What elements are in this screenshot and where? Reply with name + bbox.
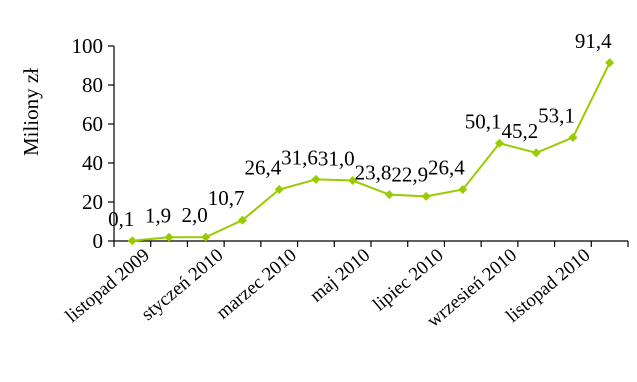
y-tick-label: 80 bbox=[82, 73, 103, 97]
data-point bbox=[164, 232, 174, 242]
data-label: 0,1 bbox=[108, 207, 134, 231]
y-tick-label: 20 bbox=[82, 190, 103, 214]
data-label: 53,1 bbox=[538, 103, 575, 127]
data-labels: 0,1 1,9 2,010,726,4 31,6 31,023,8 22,9 26,450,… bbox=[108, 29, 612, 231]
data-label: 26,4 bbox=[428, 156, 465, 180]
y-tick-label: 0 bbox=[93, 229, 104, 253]
data-label: 2,0 bbox=[182, 203, 208, 227]
data-label: 31,0 bbox=[318, 147, 355, 171]
data-label: 22,9 bbox=[391, 162, 428, 186]
data-label: 91,4 bbox=[575, 29, 612, 53]
y-axis-label: Miliony zł bbox=[19, 68, 43, 156]
y-axis: 0 20 40 60 80 100 bbox=[72, 34, 115, 253]
data-point bbox=[274, 185, 284, 195]
x-tick-label: maj 2010 bbox=[306, 245, 374, 307]
data-point bbox=[531, 148, 541, 158]
data-point bbox=[458, 185, 468, 195]
y-tick-label: 60 bbox=[82, 112, 103, 136]
data-label: 50,1 bbox=[465, 109, 502, 133]
data-label: 26,4 bbox=[244, 156, 281, 180]
data-point bbox=[127, 236, 137, 246]
series-line bbox=[132, 62, 611, 242]
data-point bbox=[421, 191, 431, 201]
data-label: 45,2 bbox=[501, 119, 538, 143]
data-point bbox=[495, 138, 504, 148]
data-label: 23,8 bbox=[355, 161, 392, 185]
data-point bbox=[238, 215, 247, 225]
y-tick-label: 40 bbox=[82, 151, 103, 175]
data-point bbox=[568, 132, 578, 142]
y-tick-label: 100 bbox=[72, 34, 104, 58]
data-label: 31,6 bbox=[281, 145, 318, 169]
data-point bbox=[201, 232, 211, 242]
data-point bbox=[605, 58, 615, 68]
data-point bbox=[311, 174, 321, 184]
data-label: 10,7 bbox=[208, 186, 245, 210]
x-tick-label: marzec 2010 bbox=[213, 245, 301, 324]
data-point bbox=[384, 190, 394, 200]
series-group bbox=[127, 58, 615, 246]
x-tick-label: styczeń 2010 bbox=[137, 245, 227, 325]
data-point bbox=[348, 176, 358, 186]
x-tick-label: listopad 2009 bbox=[62, 245, 154, 327]
data-label: 1,9 bbox=[145, 203, 171, 227]
